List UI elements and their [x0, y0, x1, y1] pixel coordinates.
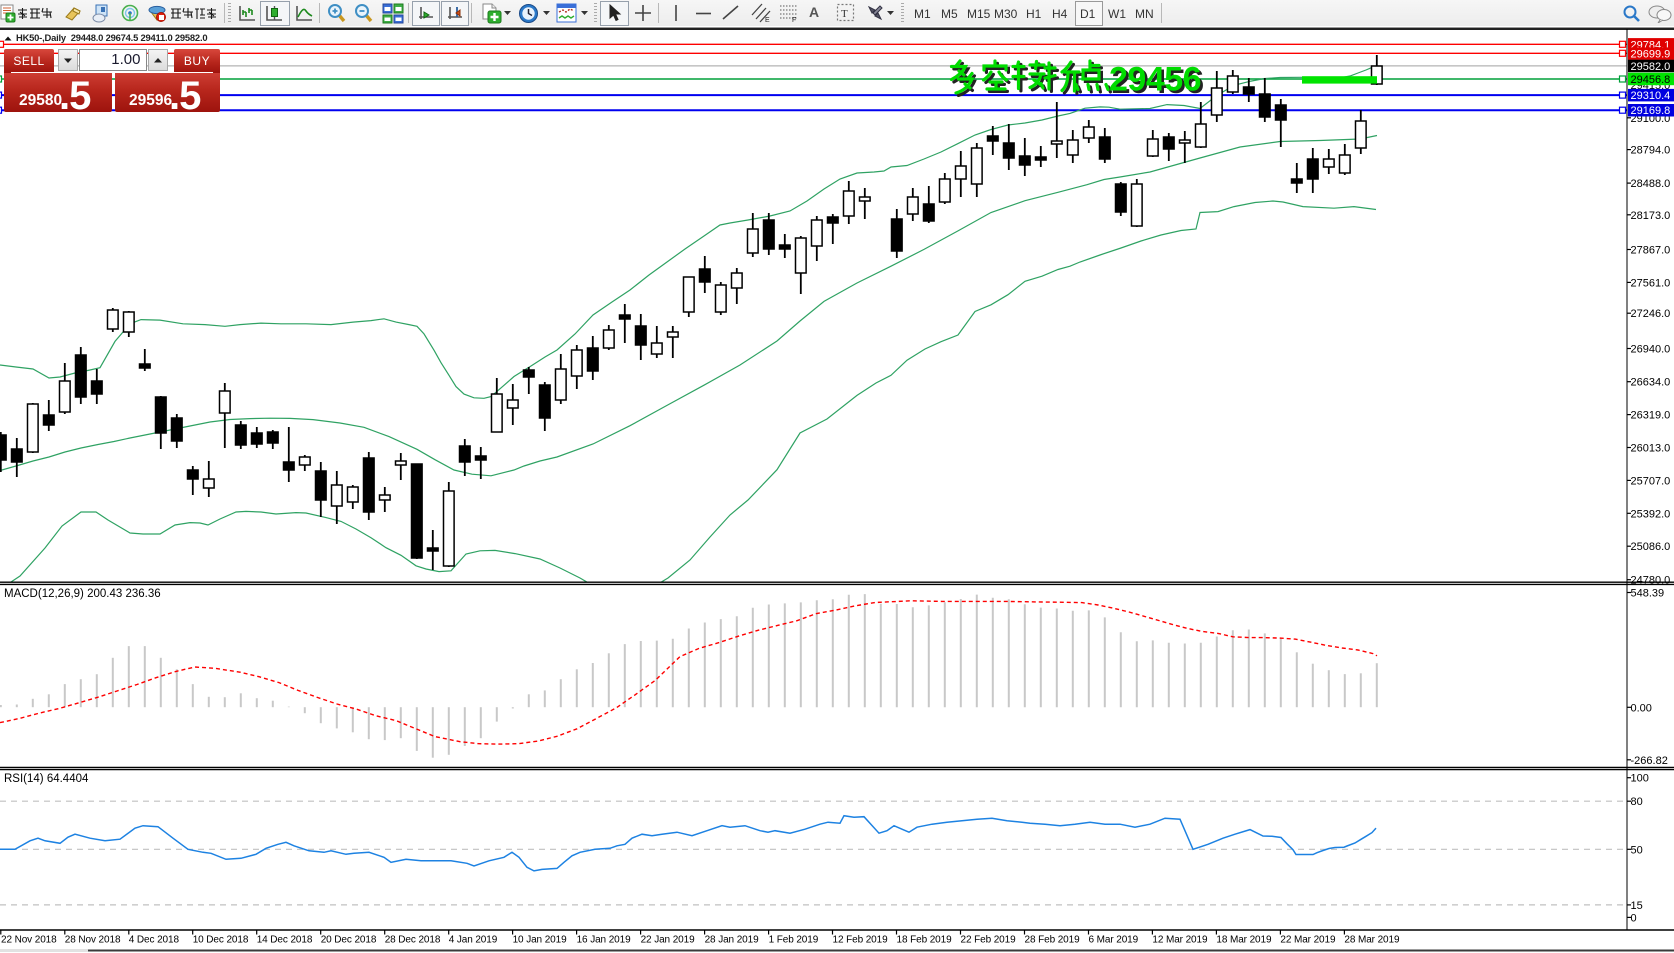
svg-text:29310.4: 29310.4: [1631, 90, 1671, 102]
svg-text:10 Jan 2019: 10 Jan 2019: [513, 935, 567, 946]
svg-text:29456: 29456: [1109, 61, 1201, 99]
svg-text:12 Feb 2019: 12 Feb 2019: [833, 935, 889, 946]
svg-text:28 Jan 2019: 28 Jan 2019: [705, 935, 759, 946]
svg-text:-266.82: -266.82: [1631, 755, 1668, 767]
svg-text:26319.0: 26319.0: [1631, 410, 1671, 422]
svg-text:18 Feb 2019: 18 Feb 2019: [897, 935, 953, 946]
svg-text:27246.0: 27246.0: [1631, 308, 1671, 320]
svg-text:100: 100: [1631, 773, 1649, 785]
svg-text:E: E: [765, 17, 770, 23]
svg-text:15: 15: [1631, 900, 1643, 912]
svg-text:25392.0: 25392.0: [1631, 508, 1671, 520]
svg-text:548.39: 548.39: [1631, 588, 1665, 600]
svg-text:28 Dec 2018: 28 Dec 2018: [385, 935, 441, 946]
svg-text:28 Feb 2019: 28 Feb 2019: [1025, 935, 1081, 946]
svg-text:22 Feb 2019: 22 Feb 2019: [961, 935, 1017, 946]
svg-text:26940.0: 26940.0: [1631, 344, 1671, 356]
svg-text:0.00: 0.00: [1631, 702, 1652, 714]
svg-text:18 Mar 2019: 18 Mar 2019: [1216, 935, 1272, 946]
svg-text:0: 0: [1631, 912, 1637, 924]
svg-text:27867.0: 27867.0: [1631, 245, 1671, 257]
svg-text:29456: 29456: [1112, 63, 1204, 101]
svg-text:28488.0: 28488.0: [1631, 178, 1671, 190]
svg-text:29582.0: 29582.0: [1631, 61, 1671, 73]
svg-text:26013.0: 26013.0: [1631, 443, 1671, 455]
svg-text:26634.0: 26634.0: [1631, 377, 1671, 389]
svg-text:29169.8: 29169.8: [1631, 105, 1671, 117]
svg-text:28 Mar 2019: 28 Mar 2019: [1344, 935, 1400, 946]
svg-text:4 Jan 2019: 4 Jan 2019: [449, 935, 498, 946]
svg-text:22 Nov 2018: 22 Nov 2018: [1, 935, 57, 946]
svg-text:25707.0: 25707.0: [1631, 475, 1671, 487]
svg-text:28173.0: 28173.0: [1631, 210, 1671, 222]
svg-text:24780.0: 24780.0: [1631, 575, 1671, 587]
svg-text:12 Mar 2019: 12 Mar 2019: [1152, 935, 1208, 946]
svg-text:RSI(14) 64.4404: RSI(14) 64.4404: [4, 773, 89, 785]
svg-text:29699.9: 29699.9: [1631, 49, 1671, 61]
svg-text:80: 80: [1631, 796, 1643, 808]
svg-text:MACD(12,26,9) 200.43 236.36: MACD(12,26,9) 200.43 236.36: [4, 588, 161, 600]
svg-text:20 Dec 2018: 20 Dec 2018: [321, 935, 377, 946]
svg-text:29456.8: 29456.8: [1631, 74, 1671, 86]
svg-text:F: F: [792, 17, 796, 23]
svg-text:28794.0: 28794.0: [1631, 145, 1671, 157]
svg-text:25086.0: 25086.0: [1631, 541, 1671, 553]
svg-text:4 Dec 2018: 4 Dec 2018: [129, 935, 180, 946]
svg-text:22 Jan 2019: 22 Jan 2019: [641, 935, 695, 946]
svg-text:16 Jan 2019: 16 Jan 2019: [577, 935, 631, 946]
svg-text:1 Feb 2019: 1 Feb 2019: [769, 935, 819, 946]
svg-text:28 Nov 2018: 28 Nov 2018: [65, 935, 121, 946]
svg-text:50: 50: [1631, 844, 1643, 856]
svg-text:10 Dec 2018: 10 Dec 2018: [193, 935, 249, 946]
svg-text:27561.0: 27561.0: [1631, 277, 1671, 289]
svg-text:22 Mar 2019: 22 Mar 2019: [1280, 935, 1336, 946]
svg-text:6 Mar 2019: 6 Mar 2019: [1089, 935, 1139, 946]
svg-text:14 Dec 2018: 14 Dec 2018: [257, 935, 313, 946]
svg-text:T: T: [841, 8, 848, 20]
